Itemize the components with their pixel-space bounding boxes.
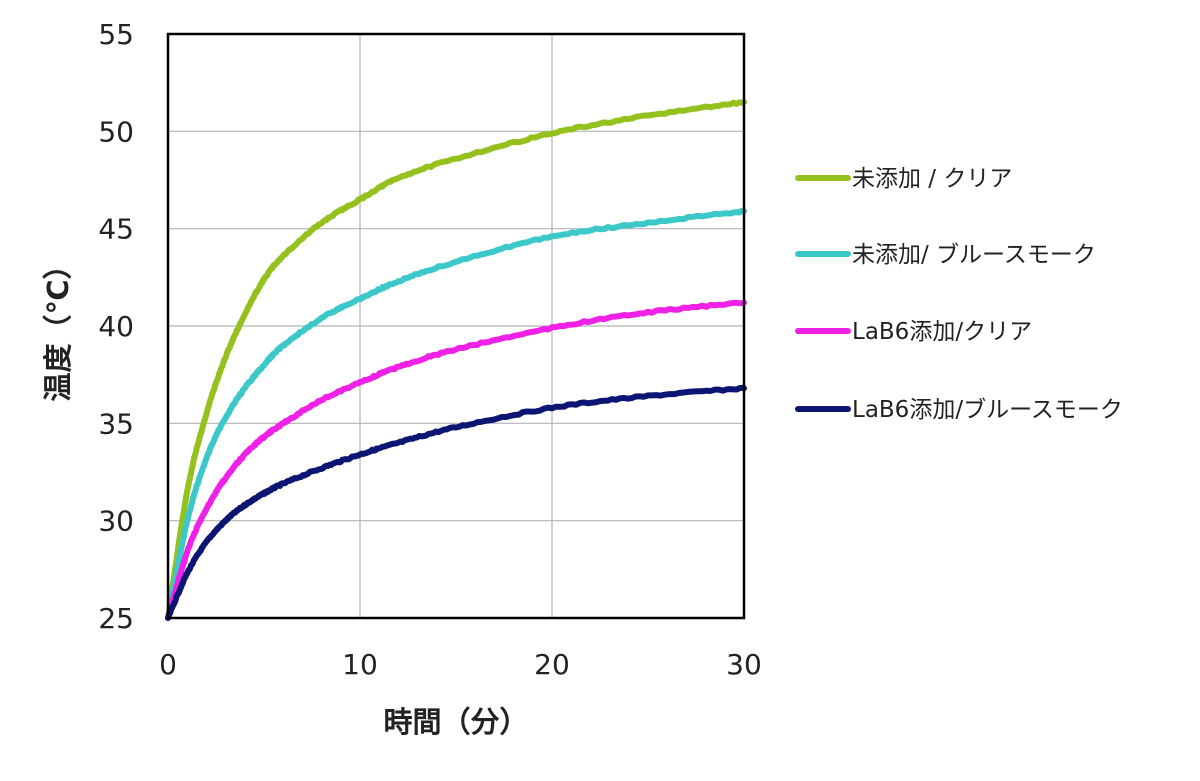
- grid: [167, 33, 745, 619]
- y-tick-label: 45: [98, 213, 134, 246]
- series-line-4: [165, 384, 747, 621]
- x-tick-label: 20: [534, 648, 570, 681]
- series-line-3: [165, 299, 747, 621]
- x-axis: 0 10 20 30: [159, 648, 762, 681]
- y-tick-label: 25: [98, 602, 134, 635]
- legend-label-4: LaB6添加/ブルースモーク: [852, 397, 1123, 423]
- x-tick-label: 0: [159, 648, 177, 681]
- series-line-1: [165, 99, 747, 621]
- x-tick-label: 10: [342, 648, 378, 681]
- y-axis-title: 温度（℃）: [41, 250, 75, 401]
- y-tick-label: 55: [98, 18, 134, 51]
- series-line-2: [165, 207, 747, 621]
- x-axis-title: 時間（分）: [383, 705, 528, 739]
- legend-label-3: LaB6添加/クリア: [852, 319, 1032, 345]
- plot-area: [166, 32, 746, 620]
- y-axis: 25 30 35 40 45 50 55: [98, 18, 134, 635]
- legend-label-2: 未添加/ ブルースモーク: [852, 242, 1096, 268]
- legend-label-1: 未添加 / クリア: [852, 166, 1012, 192]
- y-tick-label: 30: [98, 505, 134, 538]
- y-tick-label: 40: [98, 310, 134, 343]
- y-tick-label: 50: [98, 115, 134, 148]
- x-tick-label: 30: [726, 648, 762, 681]
- series-layer: [165, 99, 747, 621]
- y-tick-label: 35: [98, 407, 134, 440]
